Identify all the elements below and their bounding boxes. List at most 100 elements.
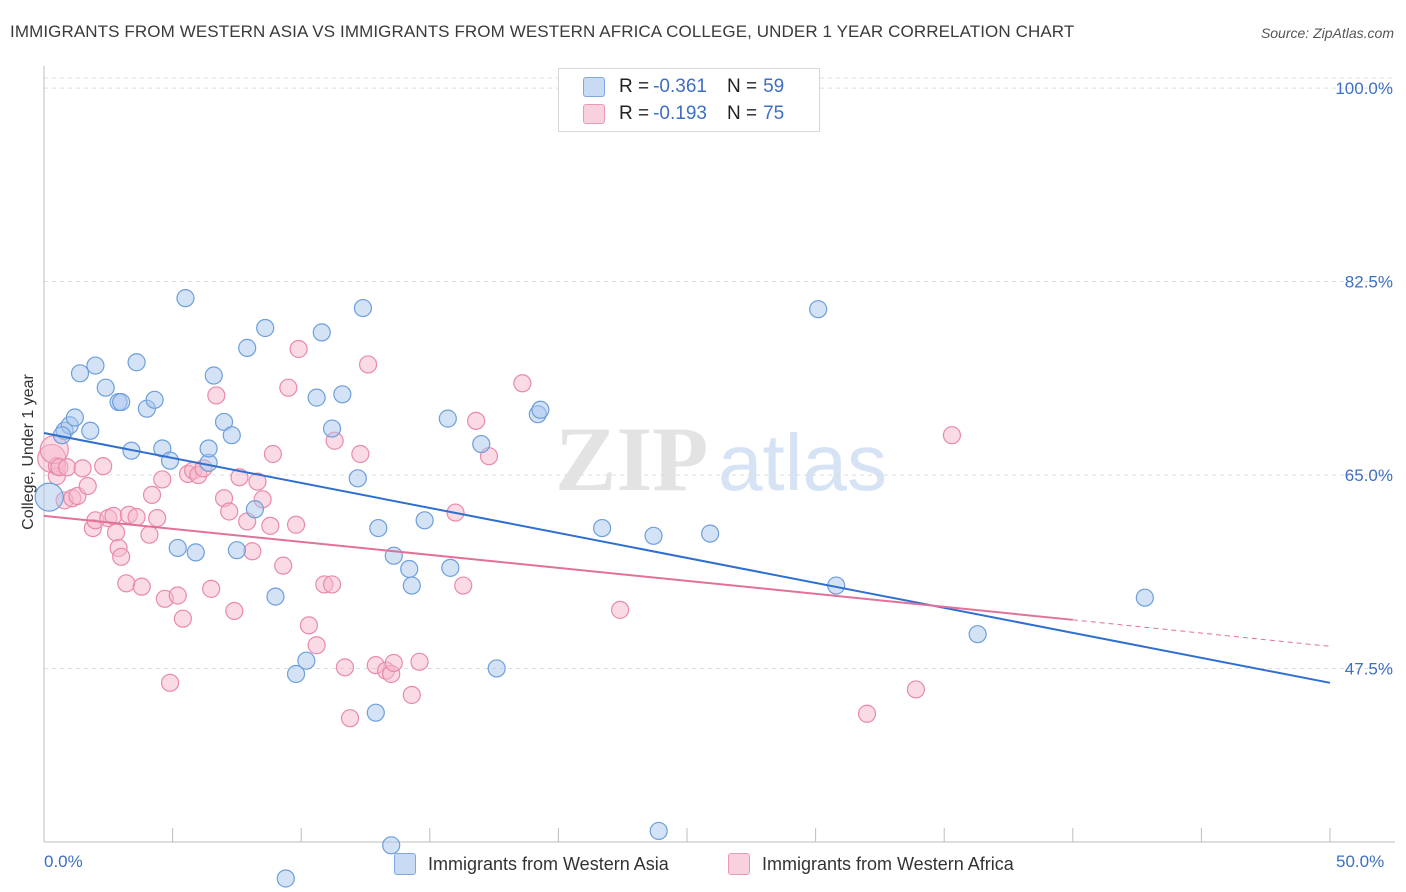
western-asia-point bbox=[204, 366, 223, 385]
western-asia-point bbox=[127, 353, 146, 372]
western-africa-point bbox=[289, 339, 308, 359]
western-africa-point bbox=[106, 523, 126, 542]
legend-n-value: 75 bbox=[763, 103, 785, 124]
western-asia-point bbox=[366, 703, 385, 722]
western-asia-point bbox=[322, 419, 342, 438]
y-tick-label: 47.5% bbox=[1345, 659, 1393, 678]
western-africa-point bbox=[307, 636, 326, 655]
legend-row-western-africa: R = -0.193 N = 75 bbox=[583, 102, 784, 126]
western-africa-point bbox=[384, 653, 403, 673]
western-africa-trendline bbox=[43, 514, 1073, 621]
western-africa-point bbox=[173, 609, 192, 628]
western-asia-point bbox=[238, 338, 257, 357]
legend-swatch-pink bbox=[583, 104, 605, 124]
western-africa-point bbox=[153, 470, 172, 489]
western-africa-point bbox=[248, 472, 267, 491]
western-asia-point bbox=[415, 511, 434, 530]
western-africa-point bbox=[73, 459, 92, 478]
bottom-legend-label-western-africa: Immigrants from Western Africa bbox=[762, 853, 1014, 874]
western-asia-point bbox=[402, 576, 421, 595]
western-asia-trendline bbox=[43, 432, 1331, 684]
bottom-legend-swatch-pink bbox=[728, 853, 750, 875]
western-asia-point bbox=[297, 651, 316, 670]
western-africa-point bbox=[466, 411, 486, 430]
western-asia-point bbox=[968, 625, 987, 644]
western-africa-point bbox=[299, 616, 319, 635]
western-asia-point bbox=[276, 869, 295, 888]
western-africa-point bbox=[942, 426, 962, 445]
western-asia-point bbox=[438, 409, 457, 428]
western-africa-point bbox=[148, 509, 167, 528]
western-africa-point bbox=[274, 556, 293, 575]
western-asia-point bbox=[227, 541, 246, 560]
legend-n-value: 59 bbox=[763, 76, 785, 97]
western-africa-point bbox=[202, 579, 221, 598]
western-asia-point bbox=[382, 836, 401, 855]
trendlines bbox=[43, 432, 1331, 684]
western-asia-point bbox=[34, 482, 64, 512]
western-africa-point bbox=[513, 374, 532, 393]
y-tick-label: 100.0% bbox=[1335, 79, 1393, 98]
western-asia-point bbox=[472, 434, 491, 454]
western-asia-point bbox=[809, 300, 828, 319]
western-asia-point bbox=[256, 318, 275, 338]
western-africa-point bbox=[358, 355, 378, 374]
western-asia-point bbox=[86, 356, 105, 375]
western-asia-point bbox=[353, 298, 373, 318]
western-asia-point bbox=[168, 538, 187, 558]
western-africa-point bbox=[351, 444, 370, 464]
legend-n-label: N = bbox=[726, 76, 758, 97]
western-africa-point bbox=[220, 502, 239, 521]
legend-r-value: -0.361 bbox=[653, 76, 707, 97]
western-asia-point bbox=[348, 469, 367, 488]
x-tick-min: 0.0% bbox=[44, 852, 83, 871]
western-africa-point bbox=[263, 444, 283, 464]
correlation-legend: R = -0.361 N = 59 R = -0.193 N = 75 bbox=[558, 68, 820, 132]
grid-lines bbox=[44, 77, 1395, 669]
western-asia-point bbox=[644, 526, 663, 545]
western-africa-point bbox=[340, 709, 360, 728]
western-asia-point bbox=[70, 364, 90, 383]
source-credit: Source: ZipAtlas.com bbox=[1260, 25, 1394, 41]
western-asia-point bbox=[701, 524, 720, 543]
western-africa-point bbox=[906, 680, 926, 699]
western-africa-point bbox=[279, 378, 298, 397]
bottom-legend-western-africa: Immigrants from Western Africa bbox=[728, 852, 1014, 876]
western-africa-point bbox=[94, 457, 113, 476]
western-asia-point bbox=[65, 408, 84, 427]
y-tick-label: 65.0% bbox=[1345, 466, 1393, 485]
western-asia-point bbox=[487, 659, 506, 678]
western-asia-point bbox=[307, 388, 326, 407]
western-asia-point bbox=[649, 821, 668, 841]
western-africa-point bbox=[127, 507, 146, 527]
western-asia-point bbox=[96, 378, 115, 397]
western-asia-point bbox=[81, 421, 100, 440]
western-africa-point bbox=[335, 658, 355, 677]
legend-n-label: N = bbox=[726, 103, 758, 124]
western-asia-point bbox=[145, 390, 164, 409]
western-asia-point bbox=[1135, 588, 1154, 607]
western-asia-point bbox=[369, 518, 388, 538]
y-axis-label: College, Under 1 year bbox=[20, 374, 37, 530]
western-africa-point bbox=[857, 704, 877, 723]
watermark: ZIP atlas bbox=[555, 408, 887, 510]
western-africa-point bbox=[140, 525, 159, 544]
watermark-atlas: atlas bbox=[718, 418, 887, 507]
western-asia-point bbox=[176, 289, 195, 308]
western-africa-point bbox=[168, 586, 187, 605]
western-africa-point bbox=[611, 600, 630, 619]
western-asia-point bbox=[266, 587, 285, 606]
legend-r-label: R = bbox=[619, 103, 650, 124]
x-tick-max: 50.0% bbox=[1336, 852, 1385, 871]
western-asia-point bbox=[245, 500, 265, 519]
western-africa-point bbox=[78, 476, 97, 496]
western-africa-point bbox=[58, 458, 77, 477]
western-asia-point bbox=[593, 518, 612, 538]
western-asia-point bbox=[160, 451, 180, 470]
western-africa-point bbox=[230, 468, 249, 487]
western-asia-point bbox=[112, 392, 131, 412]
western-africa-point bbox=[261, 516, 280, 535]
western-asia-point bbox=[186, 543, 205, 562]
western-africa-point bbox=[142, 485, 162, 505]
